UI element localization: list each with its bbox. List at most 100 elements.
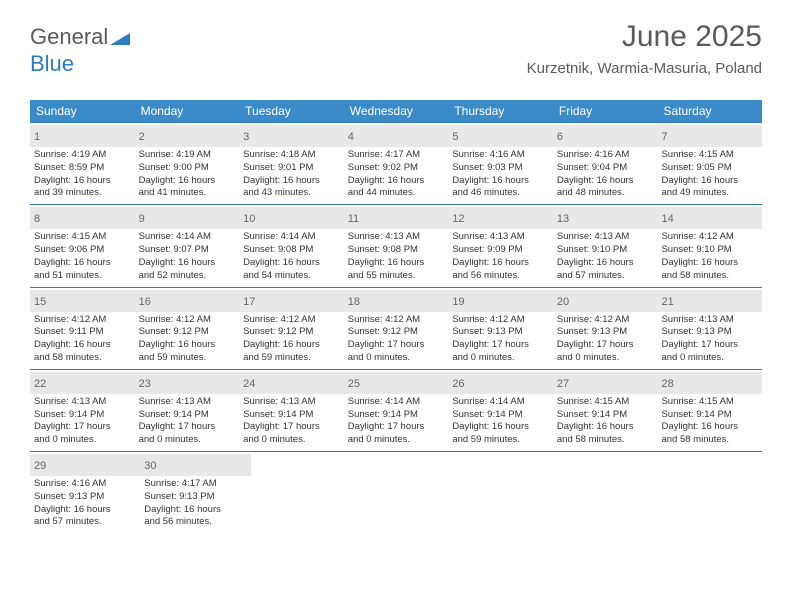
sunset-line: Sunset: 9:01 PM <box>243 162 340 175</box>
sunset-line: Sunset: 9:09 PM <box>452 244 549 257</box>
daylight-line-1: Daylight: 17 hours <box>139 421 236 434</box>
daylight-line-1: Daylight: 16 hours <box>243 257 340 270</box>
day-body: Sunrise: 4:18 AMSunset: 9:01 PMDaylight:… <box>243 147 340 200</box>
day-cell: 9Sunrise: 4:14 AMSunset: 9:07 PMDaylight… <box>135 205 240 286</box>
weekday-header: Sunday <box>30 100 135 122</box>
sunrise-line: Sunrise: 4:13 AM <box>557 231 654 244</box>
sunset-line: Sunset: 9:13 PM <box>557 326 654 339</box>
day-number: 30 <box>144 460 156 472</box>
daylight-line-1: Daylight: 16 hours <box>34 175 131 188</box>
daylight-line-1: Daylight: 16 hours <box>139 339 236 352</box>
day-body: Sunrise: 4:16 AMSunset: 9:04 PMDaylight:… <box>557 147 654 200</box>
day-cell: 5Sunrise: 4:16 AMSunset: 9:03 PMDaylight… <box>448 123 553 204</box>
sunset-line: Sunset: 9:14 PM <box>34 409 131 422</box>
daylight-line-1: Daylight: 17 hours <box>557 339 654 352</box>
day-number: 22 <box>34 378 46 390</box>
daynum-row: 13 <box>553 207 658 229</box>
sunset-line: Sunset: 9:14 PM <box>348 409 445 422</box>
sunset-line: Sunset: 9:05 PM <box>661 162 758 175</box>
day-number: 16 <box>139 296 151 308</box>
daynum-row: 26 <box>448 372 553 394</box>
day-cell: 10Sunrise: 4:14 AMSunset: 9:08 PMDayligh… <box>239 205 344 286</box>
sunset-line: Sunset: 9:00 PM <box>139 162 236 175</box>
logo: General Blue <box>30 24 130 77</box>
day-body: Sunrise: 4:15 AMSunset: 9:14 PMDaylight:… <box>661 394 758 447</box>
daylight-line-1: Daylight: 16 hours <box>452 257 549 270</box>
daynum-row: 5 <box>448 125 553 147</box>
day-cell: 24Sunrise: 4:13 AMSunset: 9:14 PMDayligh… <box>239 370 344 451</box>
day-number: 1 <box>34 131 40 143</box>
sunrise-line: Sunrise: 4:19 AM <box>139 149 236 162</box>
daynum-row: 22 <box>30 372 135 394</box>
logo-text-2: Blue <box>30 51 74 76</box>
week-row: 1Sunrise: 4:19 AMSunset: 8:59 PMDaylight… <box>30 122 762 204</box>
day-cell: 23Sunrise: 4:13 AMSunset: 9:14 PMDayligh… <box>135 370 240 451</box>
day-body: Sunrise: 4:12 AMSunset: 9:10 PMDaylight:… <box>661 229 758 282</box>
daynum-row: 3 <box>239 125 344 147</box>
daynum-row: 18 <box>344 290 449 312</box>
day-body: Sunrise: 4:12 AMSunset: 9:11 PMDaylight:… <box>34 312 131 365</box>
daylight-line-2: and 58 minutes. <box>34 352 131 365</box>
empty-day <box>353 452 455 533</box>
sunset-line: Sunset: 9:04 PM <box>557 162 654 175</box>
daynum-row: 28 <box>657 372 762 394</box>
day-number: 17 <box>243 296 255 308</box>
day-cell: 26Sunrise: 4:14 AMSunset: 9:14 PMDayligh… <box>448 370 553 451</box>
sunrise-line: Sunrise: 4:14 AM <box>243 231 340 244</box>
day-number: 5 <box>452 131 458 143</box>
sunset-line: Sunset: 9:07 PM <box>139 244 236 257</box>
day-cell: 19Sunrise: 4:12 AMSunset: 9:13 PMDayligh… <box>448 288 553 369</box>
daylight-line-2: and 0 minutes. <box>348 352 445 365</box>
daynum-row: 27 <box>553 372 658 394</box>
sunset-line: Sunset: 9:06 PM <box>34 244 131 257</box>
day-cell: 27Sunrise: 4:15 AMSunset: 9:14 PMDayligh… <box>553 370 658 451</box>
sunrise-line: Sunrise: 4:18 AM <box>243 149 340 162</box>
day-cell: 15Sunrise: 4:12 AMSunset: 9:11 PMDayligh… <box>30 288 135 369</box>
day-number: 26 <box>452 378 464 390</box>
sunrise-line: Sunrise: 4:17 AM <box>144 478 246 491</box>
daynum-row: 29 <box>30 454 140 476</box>
daynum-row: 16 <box>135 290 240 312</box>
weekday-header: Saturday <box>657 100 762 122</box>
daylight-line-2: and 0 minutes. <box>243 434 340 447</box>
day-body: Sunrise: 4:15 AMSunset: 9:06 PMDaylight:… <box>34 229 131 282</box>
day-number: 14 <box>661 213 673 225</box>
daylight-line-1: Daylight: 17 hours <box>243 421 340 434</box>
daylight-line-2: and 0 minutes. <box>661 352 758 365</box>
weekday-header: Tuesday <box>239 100 344 122</box>
sunrise-line: Sunrise: 4:12 AM <box>452 314 549 327</box>
daylight-line-1: Daylight: 16 hours <box>661 175 758 188</box>
day-body: Sunrise: 4:17 AMSunset: 9:13 PMDaylight:… <box>144 476 246 529</box>
empty-day <box>251 452 353 533</box>
day-number: 13 <box>557 213 569 225</box>
daylight-line-2: and 57 minutes. <box>557 270 654 283</box>
day-body: Sunrise: 4:13 AMSunset: 9:09 PMDaylight:… <box>452 229 549 282</box>
daynum-row: 17 <box>239 290 344 312</box>
daynum-row: 11 <box>344 207 449 229</box>
daylight-line-1: Daylight: 17 hours <box>452 339 549 352</box>
sunrise-line: Sunrise: 4:12 AM <box>243 314 340 327</box>
daylight-line-1: Daylight: 16 hours <box>348 257 445 270</box>
day-cell: 2Sunrise: 4:19 AMSunset: 9:00 PMDaylight… <box>135 123 240 204</box>
logo-text-1: General <box>30 24 108 49</box>
day-body: Sunrise: 4:12 AMSunset: 9:12 PMDaylight:… <box>243 312 340 365</box>
sunset-line: Sunset: 9:02 PM <box>348 162 445 175</box>
day-body: Sunrise: 4:14 AMSunset: 9:07 PMDaylight:… <box>139 229 236 282</box>
sunrise-line: Sunrise: 4:12 AM <box>557 314 654 327</box>
day-number: 19 <box>452 296 464 308</box>
daylight-line-2: and 58 minutes. <box>661 434 758 447</box>
day-cell: 30 Sunrise: 4:17 AMSunset: 9:13 PMDayligh… <box>140 452 250 533</box>
daylight-line-1: Daylight: 16 hours <box>243 175 340 188</box>
day-number: 24 <box>243 378 255 390</box>
day-body: Sunrise: 4:16 AMSunset: 9:13 PMDaylight:… <box>34 476 136 529</box>
daynum-row: 20 <box>553 290 658 312</box>
sunrise-line: Sunrise: 4:12 AM <box>661 231 758 244</box>
day-number: 23 <box>139 378 151 390</box>
sunrise-line: Sunrise: 4:12 AM <box>348 314 445 327</box>
daylight-line-2: and 58 minutes. <box>557 434 654 447</box>
sunrise-line: Sunrise: 4:16 AM <box>557 149 654 162</box>
location: Kurzetnik, Warmia-Masuria, Poland <box>527 60 762 77</box>
day-cell: 14 Sunrise: 4:12 AMSunset: 9:10 PMDayligh… <box>657 205 762 286</box>
daylight-line-1: Daylight: 16 hours <box>144 504 246 517</box>
sunrise-line: Sunrise: 4:12 AM <box>139 314 236 327</box>
